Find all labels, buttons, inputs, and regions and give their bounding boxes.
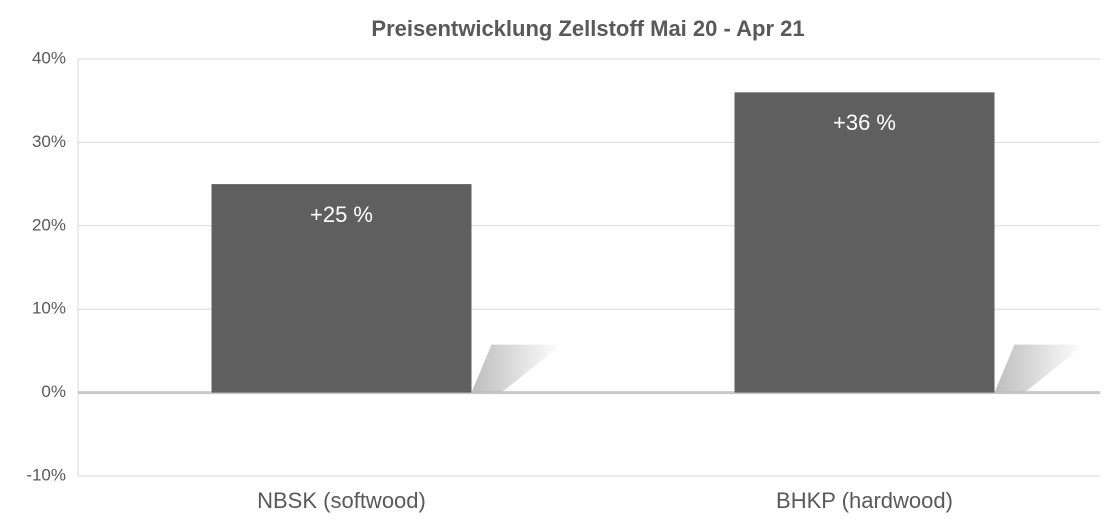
y-tick-label: 20% xyxy=(32,215,66,234)
value-label: +36 % xyxy=(833,110,896,135)
chart-title: Preisentwicklung Zellstoff Mai 20 - Apr … xyxy=(371,16,804,41)
x-tick-label: NBSK (softwood) xyxy=(257,488,426,513)
y-tick-label: -10% xyxy=(26,465,66,484)
y-tick-label: 30% xyxy=(32,132,66,151)
y-tick-label: 40% xyxy=(32,48,66,67)
x-tick-label: BHKP (hardwood) xyxy=(776,488,953,513)
bar-shadow xyxy=(471,344,562,393)
value-label: +25 % xyxy=(310,202,373,227)
bar xyxy=(211,184,472,393)
bar xyxy=(734,92,995,393)
bar-shadow xyxy=(994,344,1085,393)
y-tick-label: 0% xyxy=(41,382,66,401)
y-tick-label: 10% xyxy=(32,299,66,318)
